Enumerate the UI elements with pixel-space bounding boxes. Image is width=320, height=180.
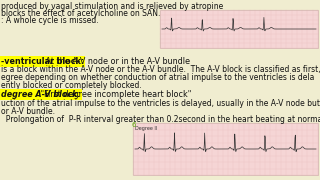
Text: egree depending on whether conduction of atrial impulse to the ventricles is del: egree depending on whether conduction of… <box>1 73 314 82</box>
Text: uction of the atrial impulse to the ventricles is delayed, usually in the A-V no: uction of the atrial impulse to the vent… <box>1 99 320 108</box>
Text: Prolongation of  P-R interval greater than 0.2second in the heart beating at nor: Prolongation of P-R interval greater tha… <box>1 115 320 124</box>
Bar <box>133 123 318 175</box>
Text: At the A-V node or in the A-V bundle: At the A-V node or in the A-V bundle <box>43 57 190 66</box>
Text: degree A-V block:: degree A-V block: <box>1 90 81 99</box>
Text: ently blocked or completely blocked.: ently blocked or completely blocked. <box>1 81 142 90</box>
Text: : A whole cycle is missed.: : A whole cycle is missed. <box>1 16 99 25</box>
Text: "First degree incomplete heart block": "First degree incomplete heart block" <box>38 90 192 99</box>
Text: blocks the effect of acetylcholine on SAN.: blocks the effect of acetylcholine on SA… <box>1 9 160 18</box>
Text: Degree II: Degree II <box>135 126 157 131</box>
Text: 6: 6 <box>131 122 135 128</box>
Text: produced by vagal stimulation and is relieved by atropine: produced by vagal stimulation and is rel… <box>1 2 223 11</box>
Text: or A-V bundle.: or A-V bundle. <box>1 107 55 116</box>
Text: is a block within the A-V node or the A-V bundle.  The A-V block is classified a: is a block within the A-V node or the A-… <box>1 65 320 74</box>
Bar <box>160 10 318 48</box>
Text: -ventricular block:: -ventricular block: <box>1 57 84 66</box>
